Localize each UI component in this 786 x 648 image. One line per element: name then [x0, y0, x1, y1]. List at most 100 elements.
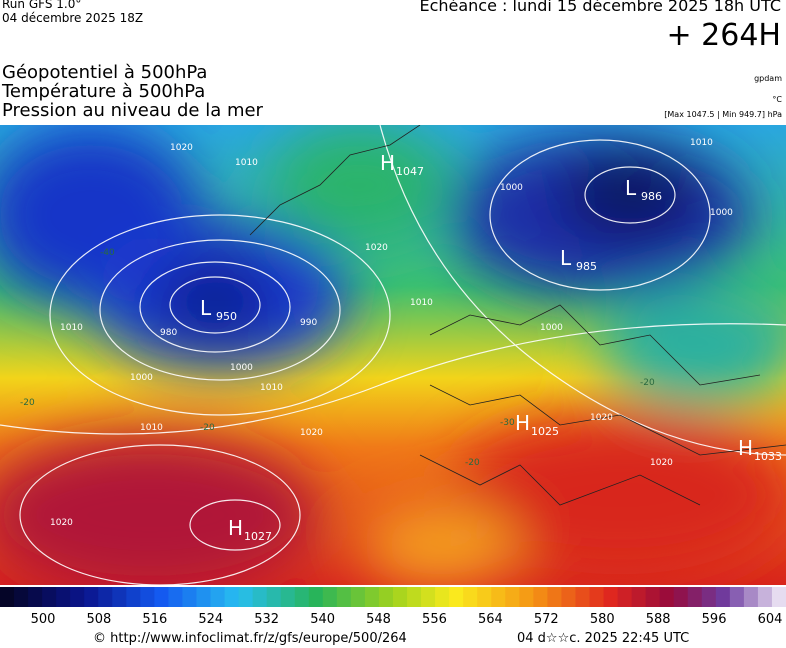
colorbar-tick: 532 — [254, 612, 279, 627]
colorbar-cell — [533, 587, 548, 607]
temp-label: -20 — [200, 423, 215, 433]
colorbar-tick: 580 — [590, 612, 615, 627]
colorbar-cell — [42, 587, 57, 607]
isobar-label: 1000 — [130, 373, 153, 383]
colorbar-cell — [589, 587, 605, 607]
colorbar-cell — [28, 587, 43, 607]
field-2: Température à 500hPa — [2, 81, 206, 102]
colorbar-cell — [336, 587, 352, 607]
colorbar-cell — [393, 587, 408, 607]
colorbar-cell — [294, 587, 310, 607]
colorbar-cell — [673, 587, 689, 607]
colorbar-cell — [519, 587, 534, 607]
temp-label: -20 — [20, 398, 35, 408]
colorbar-cell — [449, 587, 464, 607]
colorbar-cell — [575, 587, 590, 607]
colorbar-cell — [505, 587, 520, 607]
temp-label: -30 — [500, 418, 515, 428]
center-value: 1047 — [396, 165, 424, 178]
colorbar-cell — [771, 587, 786, 607]
isobar-label: 1010 — [260, 383, 283, 393]
field-3: Pression au niveau de la mer — [2, 100, 263, 121]
temp-label: -40 — [100, 248, 115, 258]
colorbar-cell — [140, 587, 155, 607]
isobar-label: 1000 — [500, 183, 523, 193]
colorbar-cell — [631, 587, 647, 607]
isobar-label: 1000 — [540, 323, 563, 333]
center-value: 985 — [576, 260, 597, 273]
colorbar-cell — [687, 587, 703, 607]
colorbar-cell — [70, 587, 85, 607]
colorbar-cell — [168, 587, 183, 607]
center-letter: L — [200, 296, 212, 320]
colorbar-tick: 516 — [142, 612, 167, 627]
colorbar-tick: 604 — [758, 612, 783, 627]
colorbar-cell — [463, 587, 478, 607]
unit-2: °C — [772, 95, 782, 104]
colorbar-cell — [407, 587, 422, 607]
isobar-label: 1010 — [140, 423, 163, 433]
colorbar-cell — [238, 587, 254, 607]
colorbar-cell — [210, 587, 226, 607]
colorbar-tick: 596 — [702, 612, 727, 627]
colorbar-cell — [14, 587, 29, 607]
run-date: 04 décembre 2025 18Z — [2, 11, 144, 25]
center-value: 950 — [216, 310, 237, 323]
colorbar-cell — [154, 587, 169, 607]
colorbar-cell — [322, 587, 338, 607]
temp-label: -20 — [640, 378, 655, 388]
colorbar-cell — [126, 587, 141, 607]
colorbar-cell — [182, 587, 197, 607]
center-value: 1033 — [754, 450, 782, 463]
isobar-label: 1020 — [365, 243, 388, 253]
colorbar-cell — [729, 587, 745, 607]
colorbar-cell — [378, 587, 394, 607]
isobar-label: 1000 — [710, 208, 733, 218]
colorbar-cell — [477, 587, 492, 607]
isobar-label: 1020 — [300, 428, 323, 438]
run: Run GFS 1.0° — [2, 0, 82, 11]
colorbar-cell — [435, 587, 450, 607]
colorbar-tick: 548 — [366, 612, 391, 627]
colorbar-cell — [56, 587, 71, 607]
colorbar-tick: 556 — [422, 612, 447, 627]
colorbar-tick: 572 — [534, 612, 559, 627]
isobar-label: 990 — [300, 318, 317, 328]
colorbar-cell — [421, 587, 436, 607]
colorbar-cell — [491, 587, 506, 607]
isobar-label: 980 — [160, 328, 177, 338]
colorbar: 500 508 516 524 532 540 548 556 564 572 580 588 596 6… — [0, 587, 786, 627]
center-value: 1025 — [531, 425, 559, 438]
colorbar-cell — [98, 587, 113, 607]
colorbar-cell — [617, 587, 633, 607]
colorbar-cell — [645, 587, 661, 607]
isobar-label: 1020 — [590, 413, 613, 423]
center-letter: L — [625, 176, 637, 200]
colorbar-cell — [561, 587, 576, 607]
colorbar-tick: 540 — [310, 612, 335, 627]
isobar-label: 1010 — [60, 323, 83, 333]
colorbar-cell — [224, 587, 240, 607]
colorbar-cell — [715, 587, 731, 607]
colorbar-cell — [252, 587, 268, 607]
temp-label: -20 — [465, 458, 480, 468]
source: © http://www.infoclimat.fr/z/gfs/europe/… — [93, 631, 407, 646]
colorbar-cell — [280, 587, 296, 607]
unit-3: [Max 1047.5 | Min 949.7] hPa — [664, 110, 782, 119]
colorbar-tick: 524 — [198, 612, 223, 627]
isobar-label: 1000 — [230, 363, 253, 373]
center-value: 1027 — [244, 530, 272, 543]
colorbar-cell — [757, 587, 773, 607]
isobar-label: 1010 — [235, 158, 258, 168]
colorbar-cell — [364, 587, 380, 607]
isobar-label: 1010 — [410, 298, 433, 308]
center-letter: H — [515, 411, 530, 435]
colorbar-cell — [659, 587, 675, 607]
isobar-label: 1020 — [50, 518, 73, 528]
center-letter: H — [228, 516, 243, 540]
center-letter: H — [738, 436, 753, 460]
colorbar-cell — [547, 587, 562, 607]
colorbar-cell — [701, 587, 717, 607]
